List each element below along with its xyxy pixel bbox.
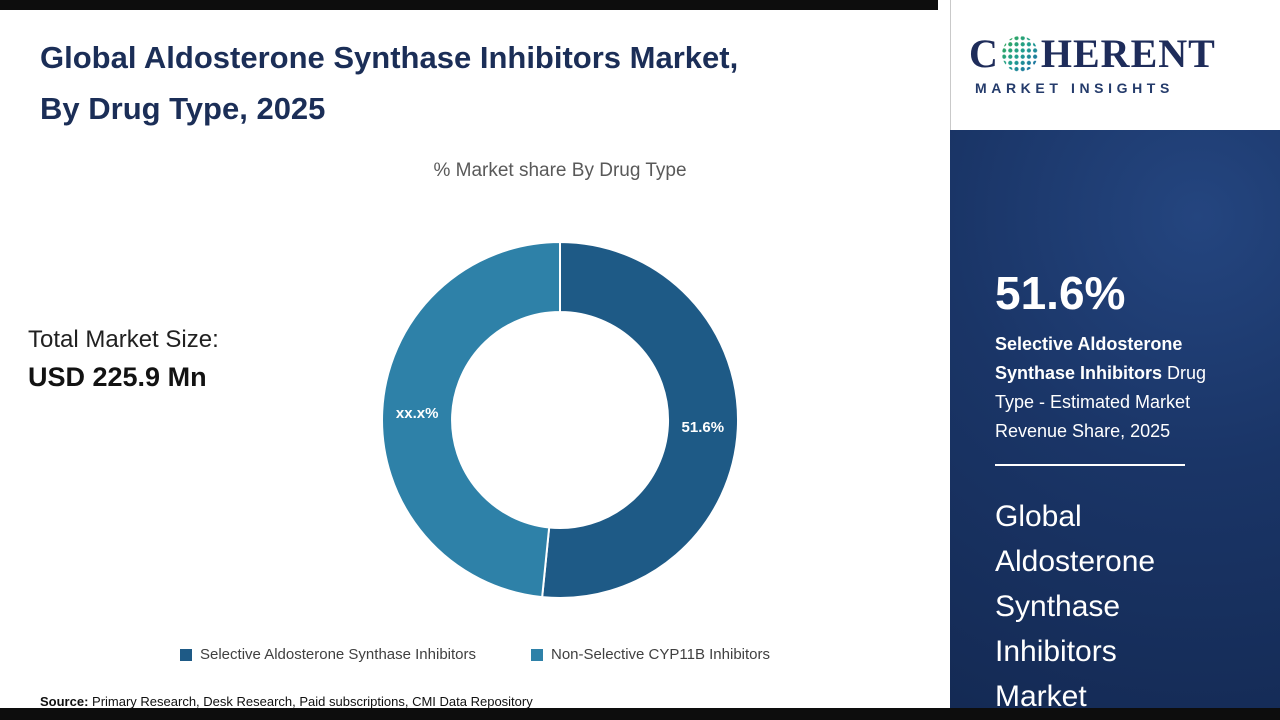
legend-swatch-nonselective [531, 648, 543, 661]
source-label: Source: [40, 694, 89, 709]
page-title-line1: Global Aldosterone Synthase Inhibitors M… [40, 40, 739, 75]
legend-label-nonselective: Non-Selective CYP11B Inhibitors [551, 646, 770, 663]
page-title-line2: By Drug Type, 2025 [40, 91, 326, 126]
legend-item: Non-Selective CYP11B Inhibitors [531, 646, 770, 663]
donut-slice [541, 240, 740, 599]
stat-description-rest: Drug Type - Estimated Market Revenue Sha… [995, 363, 1207, 441]
chart-legend: Selective Aldosterone Synthase Inhibitor… [0, 646, 950, 663]
market-name: Global Aldosterone Synthase Inhibitors M… [995, 500, 1156, 713]
logo-text-rest: HERENT [1040, 31, 1216, 76]
page-title: Global Aldosterone Synthase Inhibitors M… [40, 32, 920, 134]
stat-description-bold: Selective Aldosterone Synthase Inhibitor… [995, 334, 1183, 383]
legend-swatch-selective [180, 648, 192, 661]
bottom-black-bar [0, 708, 1280, 720]
donut-slice [381, 240, 561, 599]
chart-subtitle: % Market share By Drug Type [433, 160, 687, 181]
source-text: Primary Research, Desk Research, Paid su… [88, 694, 533, 709]
stat-description: Selective Aldosterone Synthase Inhibitor… [995, 330, 1247, 446]
top-black-bar [0, 0, 938, 10]
slice-value-label: 51.6% [682, 419, 725, 436]
legend-item: Selective Aldosterone Synthase Inhibitor… [180, 646, 476, 663]
brand-logo: C HERENT [951, 30, 1280, 77]
highlight-sidebar: 51.6% Selective Aldosterone Synthase Inh… [950, 130, 1280, 713]
total-market-size-label: Total Market Size: [28, 326, 219, 353]
sidebar-divider [995, 464, 1185, 466]
logo-tagline: MARKET INSIGHTS [975, 80, 1174, 96]
legend-label-selective: Selective Aldosterone Synthase Inhibitor… [200, 646, 476, 663]
total-market-size-value: USD 225.9 Mn [28, 362, 207, 392]
stat-value: 51.6% [995, 267, 1126, 319]
brand-logo-area: C HERENT [950, 0, 1280, 130]
source-note: Source: Primary Research, Desk Research,… [40, 694, 533, 709]
logo-text-c: C [969, 31, 999, 76]
globe-icon [1001, 35, 1038, 72]
donut-chart: 51.6% xx.x% [381, 240, 740, 599]
slice-value-label: xx.x% [396, 405, 439, 422]
